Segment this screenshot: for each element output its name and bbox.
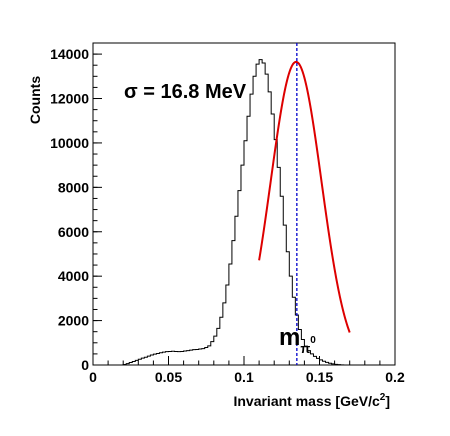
x-tick-label: 0 xyxy=(89,369,97,385)
y-tick-label: 2000 xyxy=(58,313,89,329)
y-axis-title: Counts xyxy=(27,76,43,124)
gaussian-fit-series xyxy=(258,60,351,333)
sigma-annotation: σ = 16.8 MeV xyxy=(124,81,247,103)
y-tick-label: 10000 xyxy=(50,135,89,151)
x-tick-label: 0.05 xyxy=(155,369,182,385)
histogram-series xyxy=(122,59,395,366)
y-tick-label: 6000 xyxy=(58,224,89,240)
y-tick-label: 12000 xyxy=(50,91,89,107)
histogram-step-line xyxy=(122,59,395,366)
y-tick-label: 14000 xyxy=(50,46,89,62)
x-axis-title: Invariant mass [GeV/c2] xyxy=(233,392,390,409)
x-axis-title-main: Invariant mass [GeV/c xyxy=(233,393,380,409)
y-tick-label: 4000 xyxy=(58,268,89,284)
y-tick-label: 8000 xyxy=(58,179,89,195)
x-tick-label: 0.15 xyxy=(306,369,333,385)
x-axis-title-sup: 2 xyxy=(380,392,386,403)
pi0-label-sup: 0 xyxy=(310,335,316,346)
x-axis-title-tail: ] xyxy=(385,393,390,409)
pi0-mass-label: mπ0 xyxy=(279,324,316,356)
gaussian-fit-curve xyxy=(258,60,351,333)
y-tick-label: 0 xyxy=(81,357,89,373)
pi0-label-sub: π xyxy=(300,341,310,356)
x-tick-label: 0.1 xyxy=(234,369,254,385)
x-tick-label: 0.2 xyxy=(385,369,405,385)
pi0-label-m: m xyxy=(279,324,300,351)
axis-ticks: 0 0.05 0.1 0.15 0.2 0 2000 4000 6000 8000 10000 120… xyxy=(50,42,405,385)
